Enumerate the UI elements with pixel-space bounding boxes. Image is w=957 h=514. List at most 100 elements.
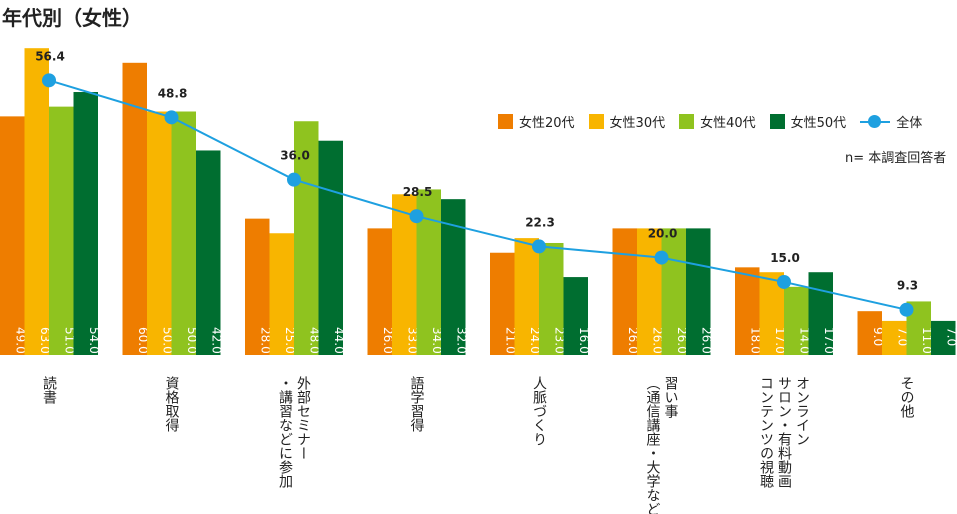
bar-女性30代-5 — [637, 228, 662, 355]
legend-swatch — [679, 114, 695, 129]
legend-label: 女性50代 — [790, 116, 847, 131]
bar-女性40代-2 — [294, 121, 319, 356]
bar-女性50代-0 — [73, 92, 98, 356]
bar-value-label: 17.0 — [773, 327, 787, 354]
bar-value-label: 14.0 — [797, 327, 811, 354]
bar-value-label: 9.0 — [871, 327, 885, 346]
category-label: その他 — [898, 376, 915, 418]
line-point — [532, 239, 546, 254]
category-label: オンライン サロン・有料動画 コンテンツの視聴 — [758, 376, 810, 488]
line-point — [777, 274, 791, 289]
bar-女性40代-4 — [539, 242, 564, 355]
line-value-label: 9.3 — [897, 279, 918, 293]
bar-value-label: 42.0 — [209, 327, 223, 354]
legend-label: 女性20代 — [519, 116, 575, 131]
bar-value-label: 23.0 — [552, 327, 566, 354]
sample-note: n= 本調査回答者 — [845, 151, 947, 166]
bar-女性40代-1 — [171, 111, 196, 355]
bar-value-label: 49.0 — [13, 327, 27, 354]
legend: 女性20代 女性30代 女性40代 女性50代 全体 — [498, 112, 922, 131]
bar-女性20代-0 — [0, 116, 25, 356]
line-value-label: 28.5 — [403, 185, 433, 199]
bar-女性40代-0 — [49, 106, 74, 355]
bar-value-label: 48.0 — [307, 327, 321, 354]
chart-title: 年代別（女性） — [2, 6, 142, 30]
bar-女性30代-2 — [269, 233, 294, 355]
bar-女性20代-7 — [857, 311, 882, 355]
bar-value-label: 7.0 — [895, 327, 909, 346]
bar-女性40代-6 — [784, 286, 809, 355]
category-label: 人脈づくり — [531, 376, 547, 446]
legend-item-total: 全体 — [860, 112, 922, 131]
bar-value-label: 24.0 — [528, 327, 542, 354]
bar-value-label: 26.0 — [381, 327, 395, 354]
line-point — [164, 110, 179, 125]
bar-value-label: 28.0 — [258, 327, 272, 354]
bar-value-label: 26.0 — [699, 327, 713, 354]
category-label: 習い事 （通信講座・大学など） — [644, 376, 679, 514]
bar-女性20代-2 — [245, 218, 270, 355]
bar-value-label: 25.0 — [283, 327, 297, 354]
bar-value-label: 44.0 — [332, 327, 346, 354]
legend-swatch — [769, 114, 785, 129]
bar-女性20代-1 — [122, 62, 147, 356]
bar-女性30代-7 — [882, 320, 907, 355]
line-value-label: 56.4 — [35, 49, 65, 63]
bar-女性30代-0 — [24, 48, 49, 355]
bar-女性50代-7 — [931, 320, 956, 355]
line-value-label: 48.8 — [158, 86, 188, 100]
category-label: 読書 — [41, 376, 57, 404]
line-point — [409, 209, 424, 224]
bar-女性20代-6 — [735, 267, 760, 355]
bar-女性40代-5 — [661, 228, 686, 355]
bar-value-label: 50.0 — [160, 327, 174, 354]
bar-value-label: 33.0 — [405, 327, 419, 354]
bar-value-label: 51.0 — [62, 327, 76, 354]
bar-value-label: 63.0 — [38, 327, 52, 354]
category-label: 外部セミナー ・講習などに参加 — [277, 376, 311, 488]
bar-女性30代-4 — [514, 238, 539, 355]
line-series-total — [48, 79, 907, 311]
bar-女性50代-4 — [563, 277, 588, 355]
bar-value-label: 11.0 — [920, 327, 934, 354]
bar-value-label: 54.0 — [87, 327, 101, 354]
bar-女性50代-5 — [686, 228, 711, 355]
legend-item: 女性50代 — [769, 112, 847, 131]
legend-item: 女性40代 — [679, 112, 756, 131]
bar-value-label: 32.0 — [454, 327, 468, 354]
line-value-label: 22.3 — [525, 215, 555, 229]
bar-女性50代-2 — [318, 140, 343, 355]
legend-item: 女性30代 — [588, 112, 666, 131]
bar-value-label: 60.0 — [136, 327, 150, 354]
category-label: 語学習得 — [408, 376, 425, 432]
bar-value-label: 26.0 — [675, 327, 689, 354]
line-value-label: 36.0 — [280, 149, 310, 163]
bar-女性20代-4 — [490, 252, 515, 355]
category-label: 資格取得 — [163, 376, 180, 432]
bar-value-label: 18.0 — [748, 327, 762, 354]
bar-value-label: 50.0 — [185, 327, 199, 354]
legend-swatch — [498, 114, 513, 129]
bar-value-label: 26.0 — [626, 327, 640, 354]
bar-value-label: 34.0 — [430, 327, 444, 354]
legend-swatch — [588, 114, 604, 129]
legend-label: 女性40代 — [700, 116, 756, 131]
legend-label: 女性30代 — [609, 116, 666, 131]
bar-value-label: 21.0 — [503, 327, 517, 354]
line-value-label: 15.0 — [770, 251, 800, 265]
line-point — [42, 73, 56, 88]
line-point — [654, 250, 669, 265]
bar-女性30代-1 — [147, 111, 172, 355]
line-point — [287, 172, 301, 187]
legend-item: 女性20代 — [498, 112, 575, 131]
line-value-label: 20.0 — [648, 227, 678, 241]
bar-女性50代-1 — [196, 150, 221, 355]
bar-女性20代-3 — [367, 228, 392, 355]
line-point — [899, 302, 914, 317]
bar-女性20代-5 — [612, 228, 637, 355]
bar-value-label: 26.0 — [650, 327, 664, 354]
bar-value-label: 7.0 — [944, 327, 957, 346]
bar-女性50代-6 — [808, 272, 833, 355]
